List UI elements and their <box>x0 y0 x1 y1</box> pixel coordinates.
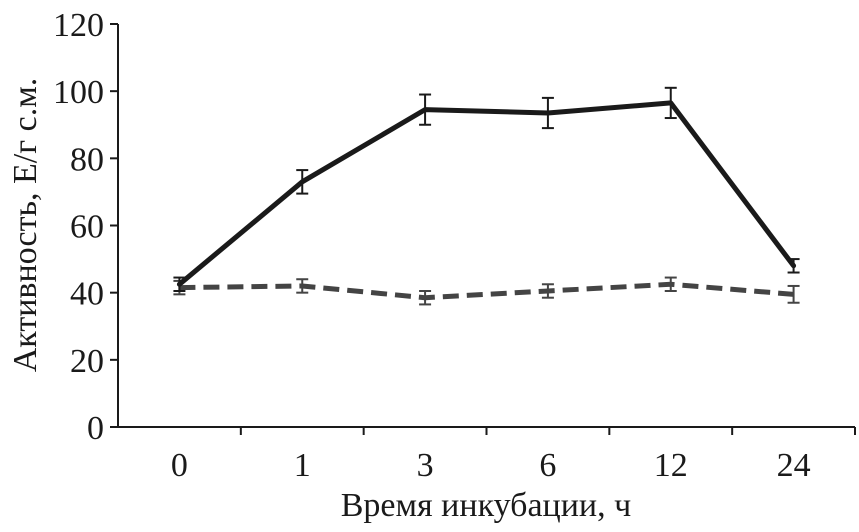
axes <box>117 24 855 428</box>
x-tick-label: 1 <box>294 447 311 484</box>
x-tick-label: 24 <box>777 447 811 484</box>
series-line <box>176 100 797 287</box>
y-tick-label: 120 <box>53 7 104 44</box>
y-tick-label: 60 <box>70 209 104 246</box>
x-tick-label: 12 <box>654 447 688 484</box>
series-line <box>179 281 794 301</box>
x-axis-title: Время инкубации, ч <box>341 487 631 524</box>
x-tick-label: 3 <box>417 447 434 484</box>
y-axis-title: Активность, Е/г с.м. <box>7 78 44 373</box>
y-tick-label: 40 <box>70 276 104 313</box>
x-tick-label: 6 <box>539 447 556 484</box>
y-tick-label: 80 <box>70 141 104 178</box>
series-layer <box>173 86 800 306</box>
x-tick-label: 0 <box>171 447 188 484</box>
y-tick-label: 0 <box>87 410 104 447</box>
series-1 <box>173 86 800 292</box>
y-tick-label: 20 <box>70 343 104 380</box>
series-2 <box>173 276 800 306</box>
x-ticks: 0 1 3 6 12 24 <box>171 427 856 484</box>
y-tick-label: 100 <box>53 74 104 111</box>
y-ticks: 0 20 40 60 80 100 120 <box>53 7 118 447</box>
